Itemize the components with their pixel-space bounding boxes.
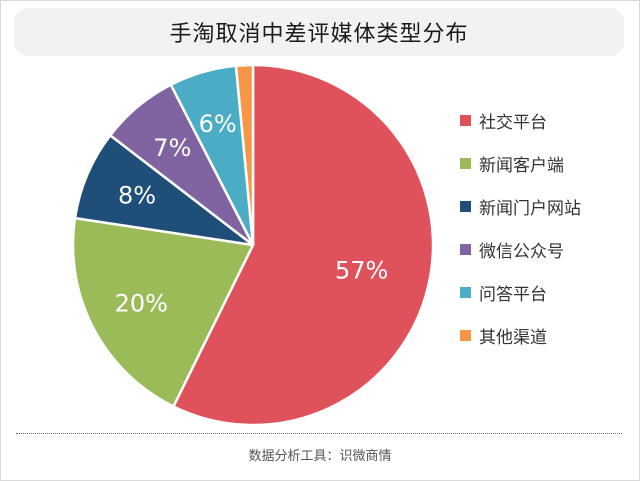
legend-swatch-2 [460, 201, 471, 212]
pie-slice-2 [73, 134, 255, 247]
legend-swatch-3 [460, 244, 471, 255]
pie-slice-label-1: 20% [115, 289, 168, 317]
footer-divider [16, 433, 622, 434]
legend-label-3: 微信公众号 [479, 242, 564, 262]
legend-item-5: 其他渠道 [460, 325, 581, 348]
pie-slice-label-0: 57% [335, 256, 388, 284]
legend-item-4: 问答平台 [460, 282, 581, 305]
chart-title: 手淘取消中差评媒体类型分布 [169, 22, 469, 47]
legend-label-2: 新闻门户网站 [479, 199, 581, 219]
pie-slice-5 [234, 63, 255, 247]
legend-item-2: 新闻门户网站 [460, 196, 581, 219]
legend-item-3: 微信公众号 [460, 239, 581, 262]
legend-label-0: 社交平台 [479, 113, 547, 133]
legend-label-5: 其他渠道 [479, 328, 547, 348]
legend-item-0: 社交平台 [460, 110, 581, 133]
title-bar: 手淘取消中差评媒体类型分布 [14, 8, 624, 56]
legend-swatch-1 [460, 158, 471, 169]
legend-item-1: 新闻客户端 [460, 153, 581, 176]
pie-slice-0 [172, 63, 435, 427]
source-note: 数据分析工具：识微商情 [248, 449, 392, 464]
legend-swatch-0 [460, 115, 471, 126]
pie-slice-label-2: 8% [118, 182, 156, 210]
legend-label-4: 问答平台 [479, 285, 547, 305]
legend-label-1: 新闻客户端 [479, 156, 564, 176]
legend-swatch-4 [460, 287, 471, 298]
pie-slice-1 [71, 216, 255, 408]
legend-swatch-5 [460, 330, 471, 341]
pie-slice-label-3: 7% [153, 134, 191, 162]
chart-legend: 社交平台新闻客户端新闻门户网站 微信公众号问答平台其他渠道 [460, 110, 581, 368]
pie-slice-label-4: 6% [199, 110, 237, 138]
